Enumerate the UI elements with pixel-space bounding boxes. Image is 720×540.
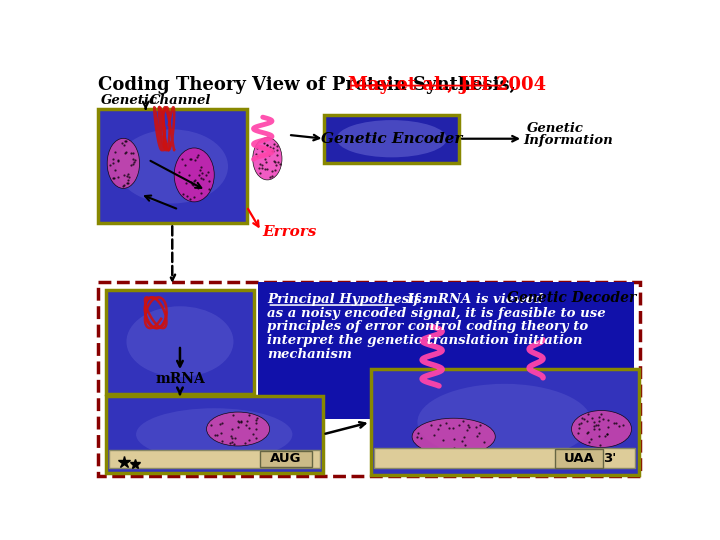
Text: AUG: AUG xyxy=(270,452,302,465)
Ellipse shape xyxy=(107,138,140,188)
Text: Coding Theory View of Protein Synthesis,: Coding Theory View of Protein Synthesis, xyxy=(98,76,522,93)
Text: Genetic Decoder: Genetic Decoder xyxy=(507,291,636,305)
Text: May et al., JFI 2004: May et al., JFI 2004 xyxy=(348,76,546,93)
Ellipse shape xyxy=(136,408,292,461)
Text: principles of error control coding theory to: principles of error control coding theor… xyxy=(267,320,589,333)
Ellipse shape xyxy=(117,130,228,204)
Text: Genetic: Genetic xyxy=(527,122,584,135)
Text: If mRNA is viewed: If mRNA is viewed xyxy=(398,293,544,306)
Text: UAA: UAA xyxy=(564,452,595,465)
FancyBboxPatch shape xyxy=(260,450,312,467)
Text: Genetic Encoder: Genetic Encoder xyxy=(321,132,462,146)
Text: interpret the genetic translation initiation: interpret the genetic translation initia… xyxy=(267,334,583,347)
Text: 3': 3' xyxy=(603,452,616,465)
Ellipse shape xyxy=(127,306,233,377)
FancyBboxPatch shape xyxy=(374,448,636,468)
Text: Principal Hypothesis:: Principal Hypothesis: xyxy=(267,293,427,306)
Ellipse shape xyxy=(412,418,495,455)
Ellipse shape xyxy=(207,412,270,446)
Ellipse shape xyxy=(418,384,592,460)
Text: Errors: Errors xyxy=(263,225,317,239)
FancyBboxPatch shape xyxy=(324,115,459,163)
Text: mRNA: mRNA xyxy=(155,372,205,386)
FancyBboxPatch shape xyxy=(106,396,323,473)
Ellipse shape xyxy=(253,138,282,180)
Ellipse shape xyxy=(336,120,447,157)
Text: Information: Information xyxy=(523,134,613,147)
Text: as a noisy encoded signal, it is feasible to use: as a noisy encoded signal, it is feasibl… xyxy=(267,307,606,320)
Ellipse shape xyxy=(174,148,215,202)
FancyBboxPatch shape xyxy=(106,289,254,394)
Ellipse shape xyxy=(572,410,631,448)
Text: Channel: Channel xyxy=(150,94,212,107)
FancyBboxPatch shape xyxy=(371,369,639,475)
Text: Genetic: Genetic xyxy=(101,94,158,107)
Text: mechanism: mechanism xyxy=(267,348,352,361)
FancyBboxPatch shape xyxy=(109,450,320,468)
FancyBboxPatch shape xyxy=(98,110,246,224)
FancyBboxPatch shape xyxy=(258,282,634,419)
FancyBboxPatch shape xyxy=(555,449,603,468)
